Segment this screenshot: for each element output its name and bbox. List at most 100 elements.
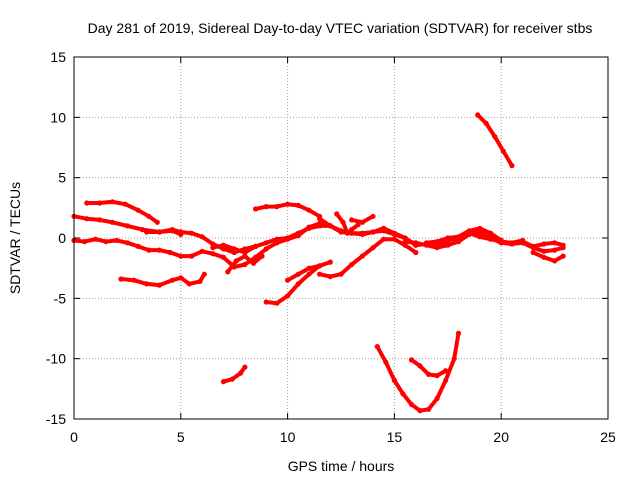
data-point bbox=[84, 216, 90, 222]
data-point bbox=[135, 243, 141, 249]
y-tick-label: -15 bbox=[46, 411, 66, 427]
data-point bbox=[445, 235, 451, 241]
data-point bbox=[188, 230, 195, 236]
data-point bbox=[487, 236, 494, 242]
data-point bbox=[139, 227, 145, 233]
data-point bbox=[169, 277, 175, 283]
data-point bbox=[199, 234, 205, 240]
data-point bbox=[443, 377, 449, 383]
data-point bbox=[109, 199, 115, 205]
data-point bbox=[146, 247, 152, 253]
data-point bbox=[253, 243, 259, 249]
data-point bbox=[167, 249, 173, 256]
data-point bbox=[250, 260, 256, 266]
data-point bbox=[253, 206, 259, 212]
y-tick-label: -10 bbox=[46, 351, 66, 367]
data-point bbox=[131, 277, 137, 283]
data-point bbox=[370, 245, 376, 251]
data-point bbox=[103, 239, 109, 245]
data-point bbox=[263, 299, 269, 305]
x-tick-label: 20 bbox=[493, 429, 509, 445]
data-point bbox=[263, 246, 269, 252]
data-point bbox=[317, 271, 323, 277]
series-arc-14 bbox=[285, 263, 323, 283]
y-tick-label: 0 bbox=[58, 230, 66, 246]
series-arc-21 bbox=[530, 249, 566, 264]
axis-ticks: 0 5 10 15 20 25 -15 -10 -5 0 5 10 15 bbox=[46, 49, 616, 445]
series-line bbox=[403, 230, 566, 254]
data-point bbox=[374, 344, 380, 350]
data-point bbox=[156, 247, 162, 253]
data-point bbox=[443, 368, 449, 374]
data-point bbox=[530, 243, 536, 249]
grid-lines bbox=[74, 57, 608, 419]
data-point bbox=[274, 204, 280, 210]
data-point bbox=[317, 220, 323, 227]
series-arc-12 bbox=[334, 211, 361, 236]
series-layer bbox=[71, 112, 566, 414]
y-tick-label: 10 bbox=[50, 109, 66, 125]
data-point bbox=[317, 216, 323, 222]
data-point bbox=[144, 281, 150, 287]
data-point bbox=[274, 300, 280, 306]
data-point bbox=[229, 376, 235, 382]
data-point bbox=[92, 236, 98, 242]
data-point bbox=[188, 253, 195, 259]
series-arc-1 bbox=[84, 199, 160, 225]
data-point bbox=[530, 249, 536, 256]
chart-title: Day 281 of 2019, Sidereal Day-to-day VTE… bbox=[88, 20, 593, 36]
data-point bbox=[274, 240, 280, 246]
data-point bbox=[541, 248, 547, 254]
data-point bbox=[169, 227, 175, 233]
series-arc-23 bbox=[408, 357, 449, 379]
data-point bbox=[210, 241, 216, 247]
data-point bbox=[359, 219, 365, 225]
data-point bbox=[225, 269, 231, 275]
data-point bbox=[317, 263, 323, 269]
data-point bbox=[338, 271, 344, 277]
data-point bbox=[109, 219, 115, 225]
data-point bbox=[434, 395, 440, 402]
data-point bbox=[466, 228, 472, 234]
data-point bbox=[383, 359, 389, 365]
data-point bbox=[359, 231, 365, 237]
data-point bbox=[417, 363, 423, 369]
data-point bbox=[400, 391, 406, 397]
data-point bbox=[492, 134, 498, 140]
data-point bbox=[144, 229, 150, 235]
data-point bbox=[402, 235, 408, 241]
data-point bbox=[349, 227, 355, 233]
data-point bbox=[509, 240, 515, 246]
data-point bbox=[306, 265, 312, 271]
data-point bbox=[344, 230, 350, 236]
data-point bbox=[220, 254, 227, 260]
series-arc-9 bbox=[225, 253, 265, 275]
data-point bbox=[402, 239, 408, 245]
data-point bbox=[97, 200, 103, 206]
x-tick-label: 5 bbox=[177, 429, 185, 445]
data-point bbox=[500, 148, 506, 154]
data-point bbox=[285, 277, 291, 283]
data-point bbox=[408, 401, 415, 408]
series-line bbox=[531, 250, 566, 263]
data-point bbox=[285, 293, 291, 299]
data-point bbox=[97, 217, 103, 223]
data-point bbox=[413, 249, 419, 256]
data-point bbox=[445, 242, 451, 248]
data-point bbox=[552, 247, 558, 253]
series-line bbox=[475, 112, 514, 168]
data-point bbox=[306, 224, 312, 230]
data-point bbox=[498, 237, 504, 243]
x-tick-label: 25 bbox=[600, 429, 616, 445]
data-point bbox=[423, 240, 429, 246]
data-point bbox=[156, 282, 162, 288]
data-point bbox=[359, 253, 365, 259]
x-axis-label: GPS time / hours bbox=[288, 458, 395, 474]
data-point bbox=[114, 237, 120, 243]
data-point bbox=[295, 233, 301, 239]
data-point bbox=[426, 371, 432, 377]
data-point bbox=[263, 240, 269, 246]
data-point bbox=[426, 406, 432, 412]
data-point bbox=[231, 246, 237, 252]
